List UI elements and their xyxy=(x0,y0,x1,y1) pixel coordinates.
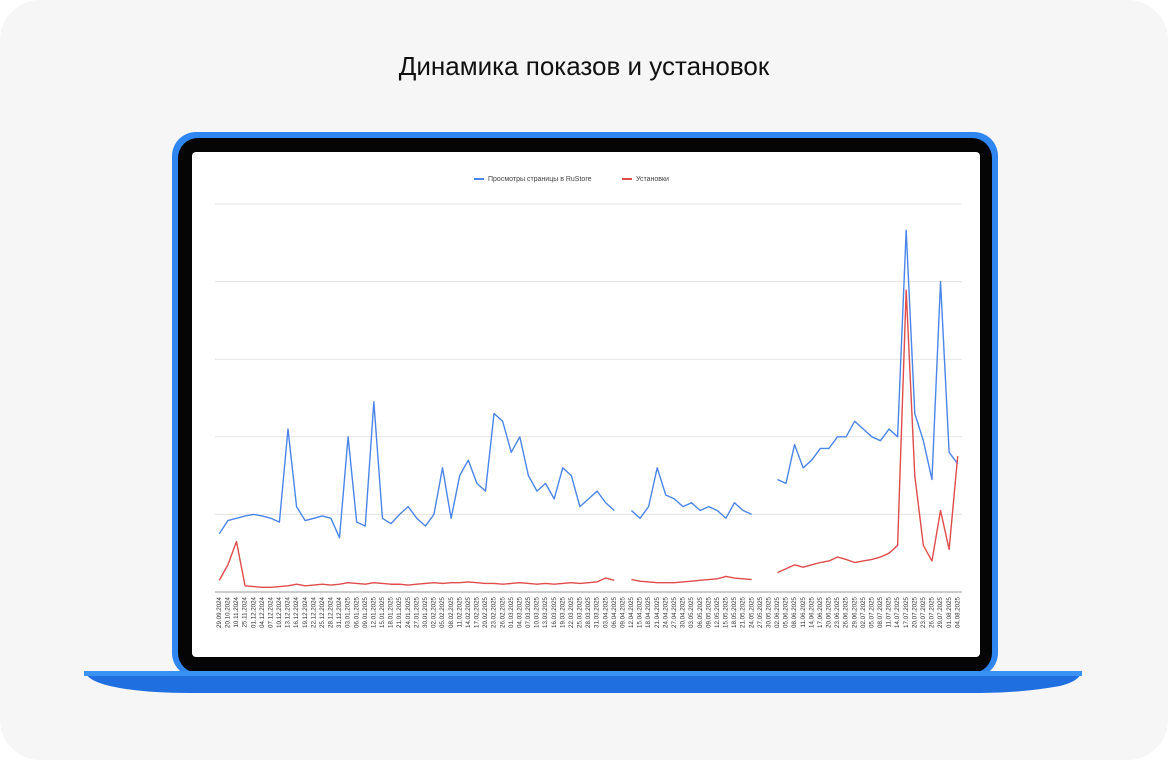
x-tick-label: 06.04.2025 xyxy=(611,596,618,628)
x-tick-label: 31.03.2025 xyxy=(594,596,601,628)
x-tick-label: 17.06.2025 xyxy=(817,596,824,628)
x-tick-label: 25.12.2024 xyxy=(319,596,326,628)
x-tick-label: 10.03.2025 xyxy=(534,596,541,628)
x-tick-label: 29.09.2024 xyxy=(216,596,223,628)
x-tick-label: 03.04.2025 xyxy=(602,596,609,628)
x-tick-label: 17.07.2025 xyxy=(903,596,910,628)
x-tick-label: 26.02.2025 xyxy=(499,596,506,628)
x-tick-label: 19.12.2024 xyxy=(302,596,309,628)
x-tick-label: 25.03.2025 xyxy=(577,596,584,628)
x-tick-label: 31.12.2024 xyxy=(336,596,343,628)
x-tick-label: 01.12.2024 xyxy=(250,596,257,628)
laptop-base-top xyxy=(84,671,1082,676)
x-tick-label: 16.12.2024 xyxy=(293,596,300,628)
x-tick-label: 24.05.2025 xyxy=(748,596,755,628)
x-tick-label: 28.03.2025 xyxy=(585,596,592,628)
x-tick-label: 06.05.2025 xyxy=(697,596,704,628)
x-tick-label: 02.07.2025 xyxy=(860,596,867,628)
x-tick-label: 02.06.2025 xyxy=(774,596,781,628)
screen xyxy=(192,152,980,657)
x-tick-label: 04.12.2024 xyxy=(259,596,266,628)
x-tick-label: 07.03.2025 xyxy=(525,596,532,628)
x-tick-label: 09.04.2025 xyxy=(619,596,626,628)
x-tick-label: 22.12.2024 xyxy=(310,596,317,628)
series-line xyxy=(218,229,959,539)
x-tick-label: 24.04.2025 xyxy=(662,596,669,628)
x-tick-label: 20.02.2025 xyxy=(482,596,489,628)
series-line xyxy=(218,289,959,589)
x-tick-label: 23.02.2025 xyxy=(491,596,498,628)
x-tick-label: 21.04.2025 xyxy=(654,596,661,628)
x-tick-label: 12.04.2025 xyxy=(628,596,635,628)
x-tick-label: 20.06.2025 xyxy=(826,596,833,628)
laptop-base xyxy=(84,671,1082,693)
x-tick-label: 29.06.2025 xyxy=(851,596,858,628)
x-tick-label: 27.04.2025 xyxy=(671,596,678,628)
x-tick-label: 14.07.2025 xyxy=(894,596,901,628)
x-tick-label: 05.06.2025 xyxy=(783,596,790,628)
x-tick-label: 22.03.2025 xyxy=(568,596,575,628)
legend-label: Просмотры страницы в RuStore xyxy=(488,176,592,183)
x-tick-label: 10.12.2024 xyxy=(276,596,283,628)
x-tick-label: 20.07.2025 xyxy=(911,596,918,628)
x-tick-label: 14.06.2025 xyxy=(808,596,815,628)
x-tick-label: 08.07.2025 xyxy=(877,596,884,628)
x-tick-label: 01.03.2025 xyxy=(508,596,515,628)
x-tick-label: 30.05.2025 xyxy=(765,596,772,628)
x-tick-label: 12.05.2025 xyxy=(714,596,721,628)
x-tick-label: 29.07.2025 xyxy=(937,596,944,628)
x-tick-label: 04.03.2025 xyxy=(516,596,523,628)
x-tick-label: 11.02.2025 xyxy=(456,596,463,627)
x-tick-label: 08.02.2025 xyxy=(448,596,455,628)
x-tick-label: 24.01.2025 xyxy=(405,596,412,628)
x-tick-label: 03.05.2025 xyxy=(688,596,695,628)
x-tick-label: 05.07.2025 xyxy=(868,596,875,628)
x-tick-label: 19.03.2025 xyxy=(559,596,566,628)
x-tick-label: 26.06.2025 xyxy=(843,596,850,628)
x-tick-label: 30.04.2025 xyxy=(680,596,687,628)
x-tick-label: 13.12.2024 xyxy=(285,596,292,628)
x-tick-label: 09.01.2025 xyxy=(362,596,369,628)
x-tick-label: 28.12.2024 xyxy=(328,596,335,628)
x-tick-label: 08.06.2025 xyxy=(791,596,798,628)
x-tick-label: 07.12.2024 xyxy=(267,596,274,628)
x-tick-label: 30.01.2025 xyxy=(422,596,429,628)
x-tick-label: 04.08.2025 xyxy=(954,596,961,628)
x-tick-label: 11.06.2025 xyxy=(800,596,807,627)
x-tick-label: 02.02.2025 xyxy=(431,596,438,628)
x-tick-label: 18.01.2025 xyxy=(388,596,395,628)
x-tick-label: 15.01.2025 xyxy=(379,596,386,628)
x-tick-label: 12.01.2025 xyxy=(370,596,377,628)
x-tick-label: 27.01.2025 xyxy=(413,596,420,628)
x-tick-label: 03.01.2025 xyxy=(345,596,352,628)
x-tick-label: 18.05.2025 xyxy=(731,596,738,628)
chart: 29.09.2024 20.10.2024 10.11.2024 25.11.2024… xyxy=(215,176,962,628)
x-tick-label: 14.02.2025 xyxy=(465,596,472,628)
x-tick-label: 15.05.2025 xyxy=(723,596,730,628)
x-tick-label: 23.07.2025 xyxy=(920,596,927,628)
x-tick-label: 26.07.2025 xyxy=(929,596,936,628)
x-tick-label: 16.03.2025 xyxy=(551,596,558,628)
x-tick-label: 21.05.2025 xyxy=(740,596,747,628)
x-tick-label: 25.11.2024 xyxy=(242,596,249,627)
x-tick-label: 01.08.2025 xyxy=(946,596,953,628)
legend-label: Установки xyxy=(636,176,669,183)
x-tick-label: 10.11.2024 xyxy=(233,596,240,627)
x-tick-label: 11.07.2025 xyxy=(886,596,893,627)
x-tick-label: 15.04.2025 xyxy=(637,596,644,628)
x-tick-label: 21.01.2025 xyxy=(396,596,403,628)
page-title: Динамика показов и установок xyxy=(399,51,770,81)
x-tick-label: 18.04.2025 xyxy=(645,596,652,628)
x-tick-label: 13.03.2025 xyxy=(542,596,549,628)
x-tick-label: 27.05.2025 xyxy=(757,596,764,628)
x-tick-label: 05.02.2025 xyxy=(439,596,446,628)
x-tick-label: 23.06.2025 xyxy=(834,596,841,628)
x-tick-label: 09.05.2025 xyxy=(705,596,712,628)
x-tick-label: 17.02.2025 xyxy=(474,596,481,628)
x-tick-label: 06.01.2025 xyxy=(353,596,360,628)
x-tick-label: 20.10.2024 xyxy=(225,596,232,628)
